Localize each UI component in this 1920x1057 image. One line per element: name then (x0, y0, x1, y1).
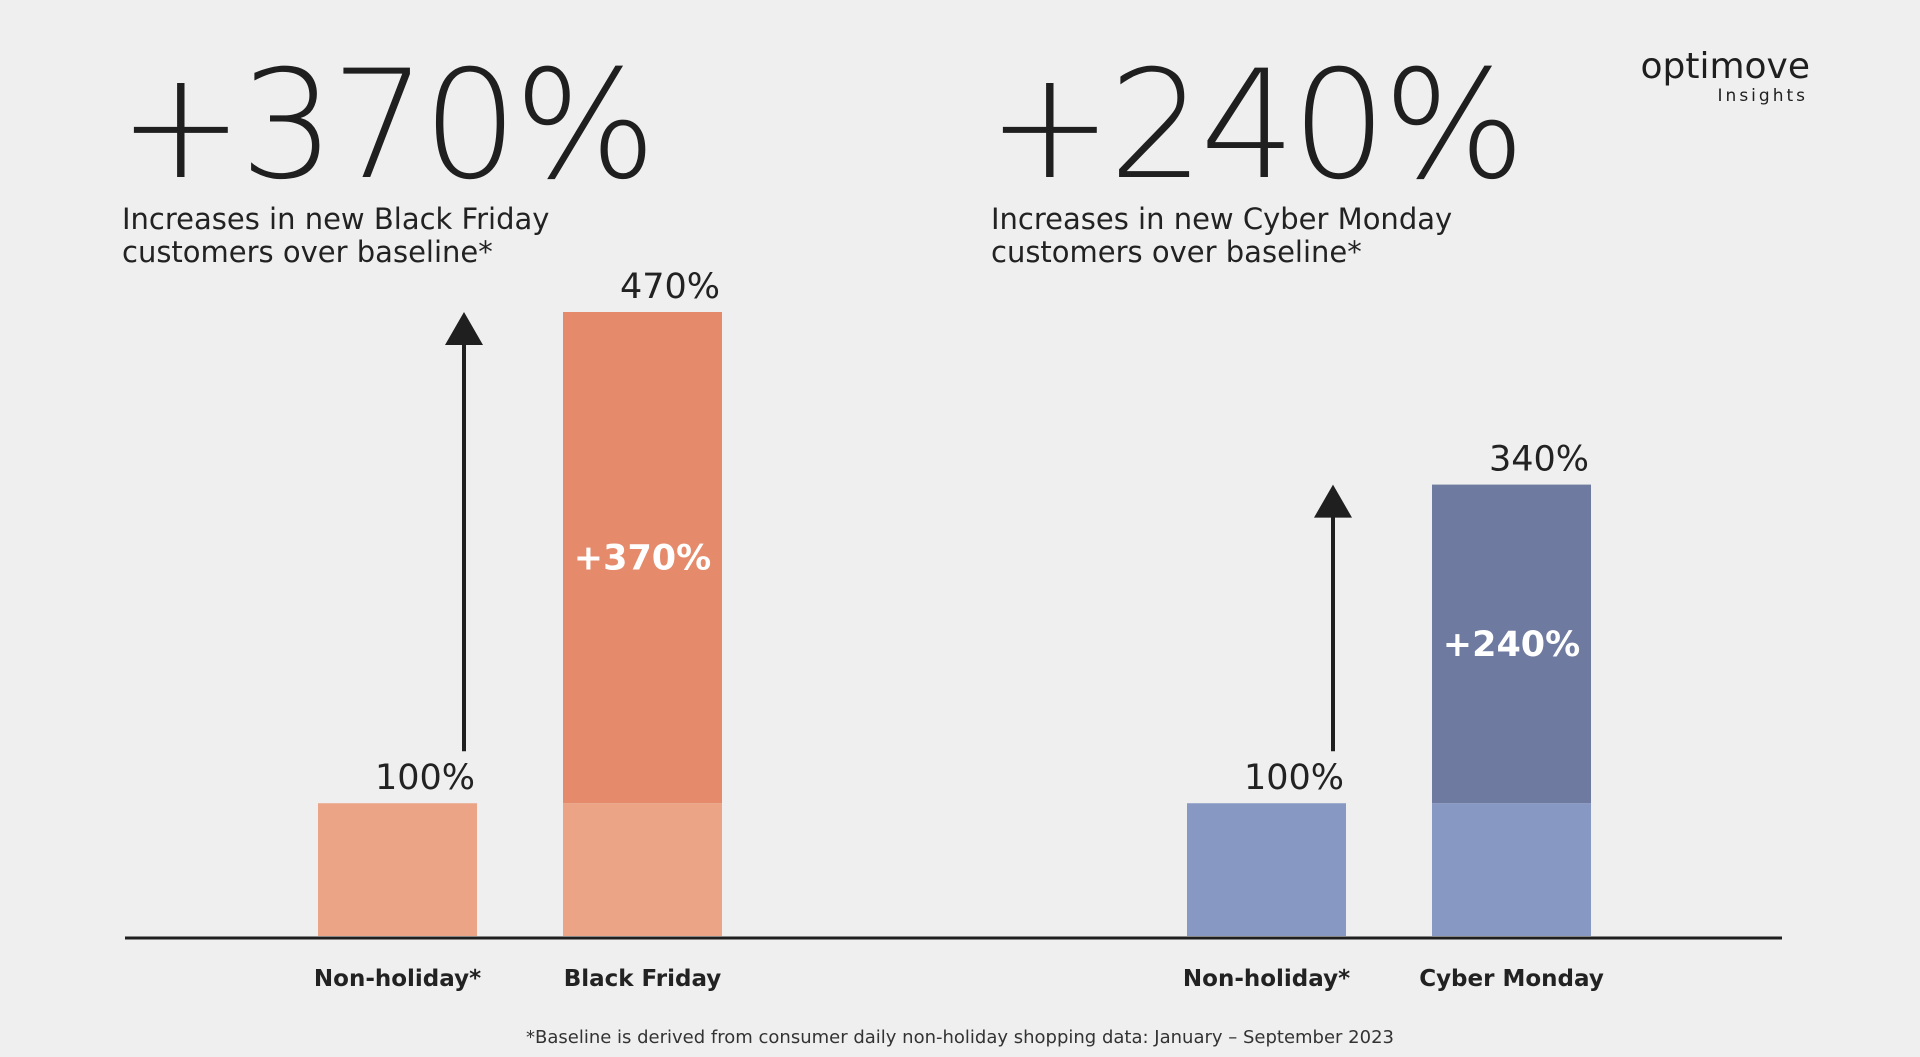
arrow-head (1314, 484, 1352, 518)
total-label: 100% (1244, 758, 1344, 798)
value-label: +370% (574, 539, 711, 579)
bar-segment (1187, 803, 1346, 936)
bar-segment (1432, 484, 1591, 804)
x-tick-label: Cyber Monday (1419, 966, 1604, 992)
subtitle: customers over baseline* (122, 235, 493, 269)
footnote: *Baseline is derived from consumer daily… (526, 1027, 1394, 1048)
total-label: 470% (620, 267, 720, 307)
arrow-head (445, 312, 483, 345)
subtitle: Increases in new Black Friday (122, 202, 549, 236)
x-tick-label: Non-holiday* (1183, 966, 1350, 992)
headline: +370% (118, 39, 653, 213)
bar-segment (1432, 803, 1591, 936)
bar-segment (563, 803, 722, 936)
total-label: 340% (1489, 440, 1589, 480)
subtitle: customers over baseline* (991, 235, 1362, 269)
headline: +240% (987, 39, 1522, 213)
bar-segment (563, 312, 722, 804)
total-label: 100% (375, 758, 475, 798)
logo-name: optimove (1640, 46, 1810, 87)
bar-segment (318, 803, 477, 936)
subtitle: Increases in new Cyber Monday (991, 202, 1452, 236)
x-tick-label: Non-holiday* (314, 966, 481, 992)
value-label: +240% (1443, 625, 1580, 665)
x-tick-label: Black Friday (564, 966, 722, 992)
logo-tagline: Insights (1718, 86, 1808, 106)
